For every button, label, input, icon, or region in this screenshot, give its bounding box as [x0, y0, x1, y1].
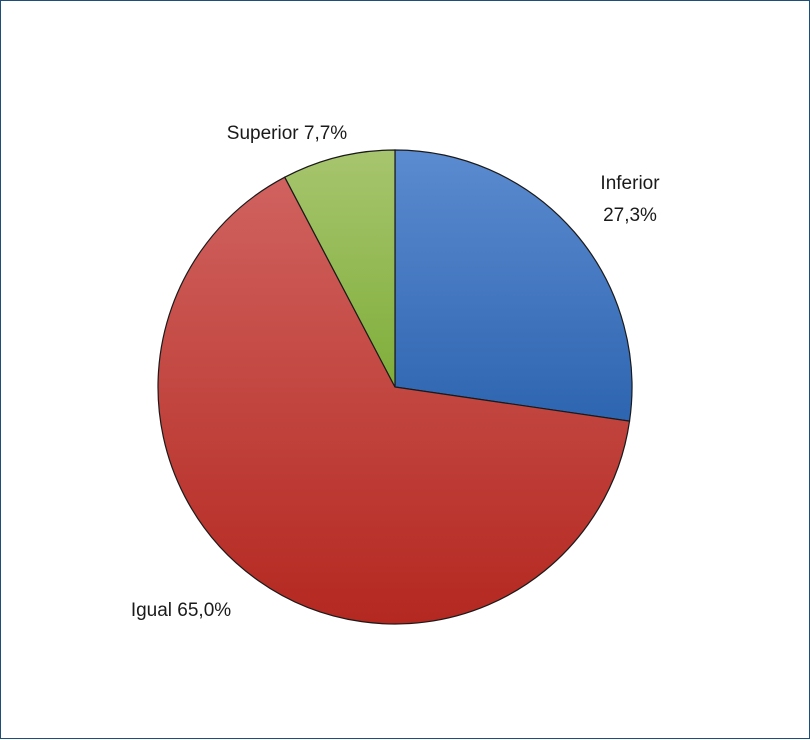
slice-label-igual: Igual 65,0%: [131, 600, 231, 621]
slice-label-inferior: Inferior: [600, 173, 660, 194]
pie-slice-inferior: [394, 149, 633, 422]
slice-label-superior: Superior 7,7%: [227, 123, 348, 144]
slice-value-inferior: 27,3%: [603, 205, 657, 226]
pie-slice-igual: [157, 176, 631, 625]
pie-slice-superior: [283, 149, 396, 388]
